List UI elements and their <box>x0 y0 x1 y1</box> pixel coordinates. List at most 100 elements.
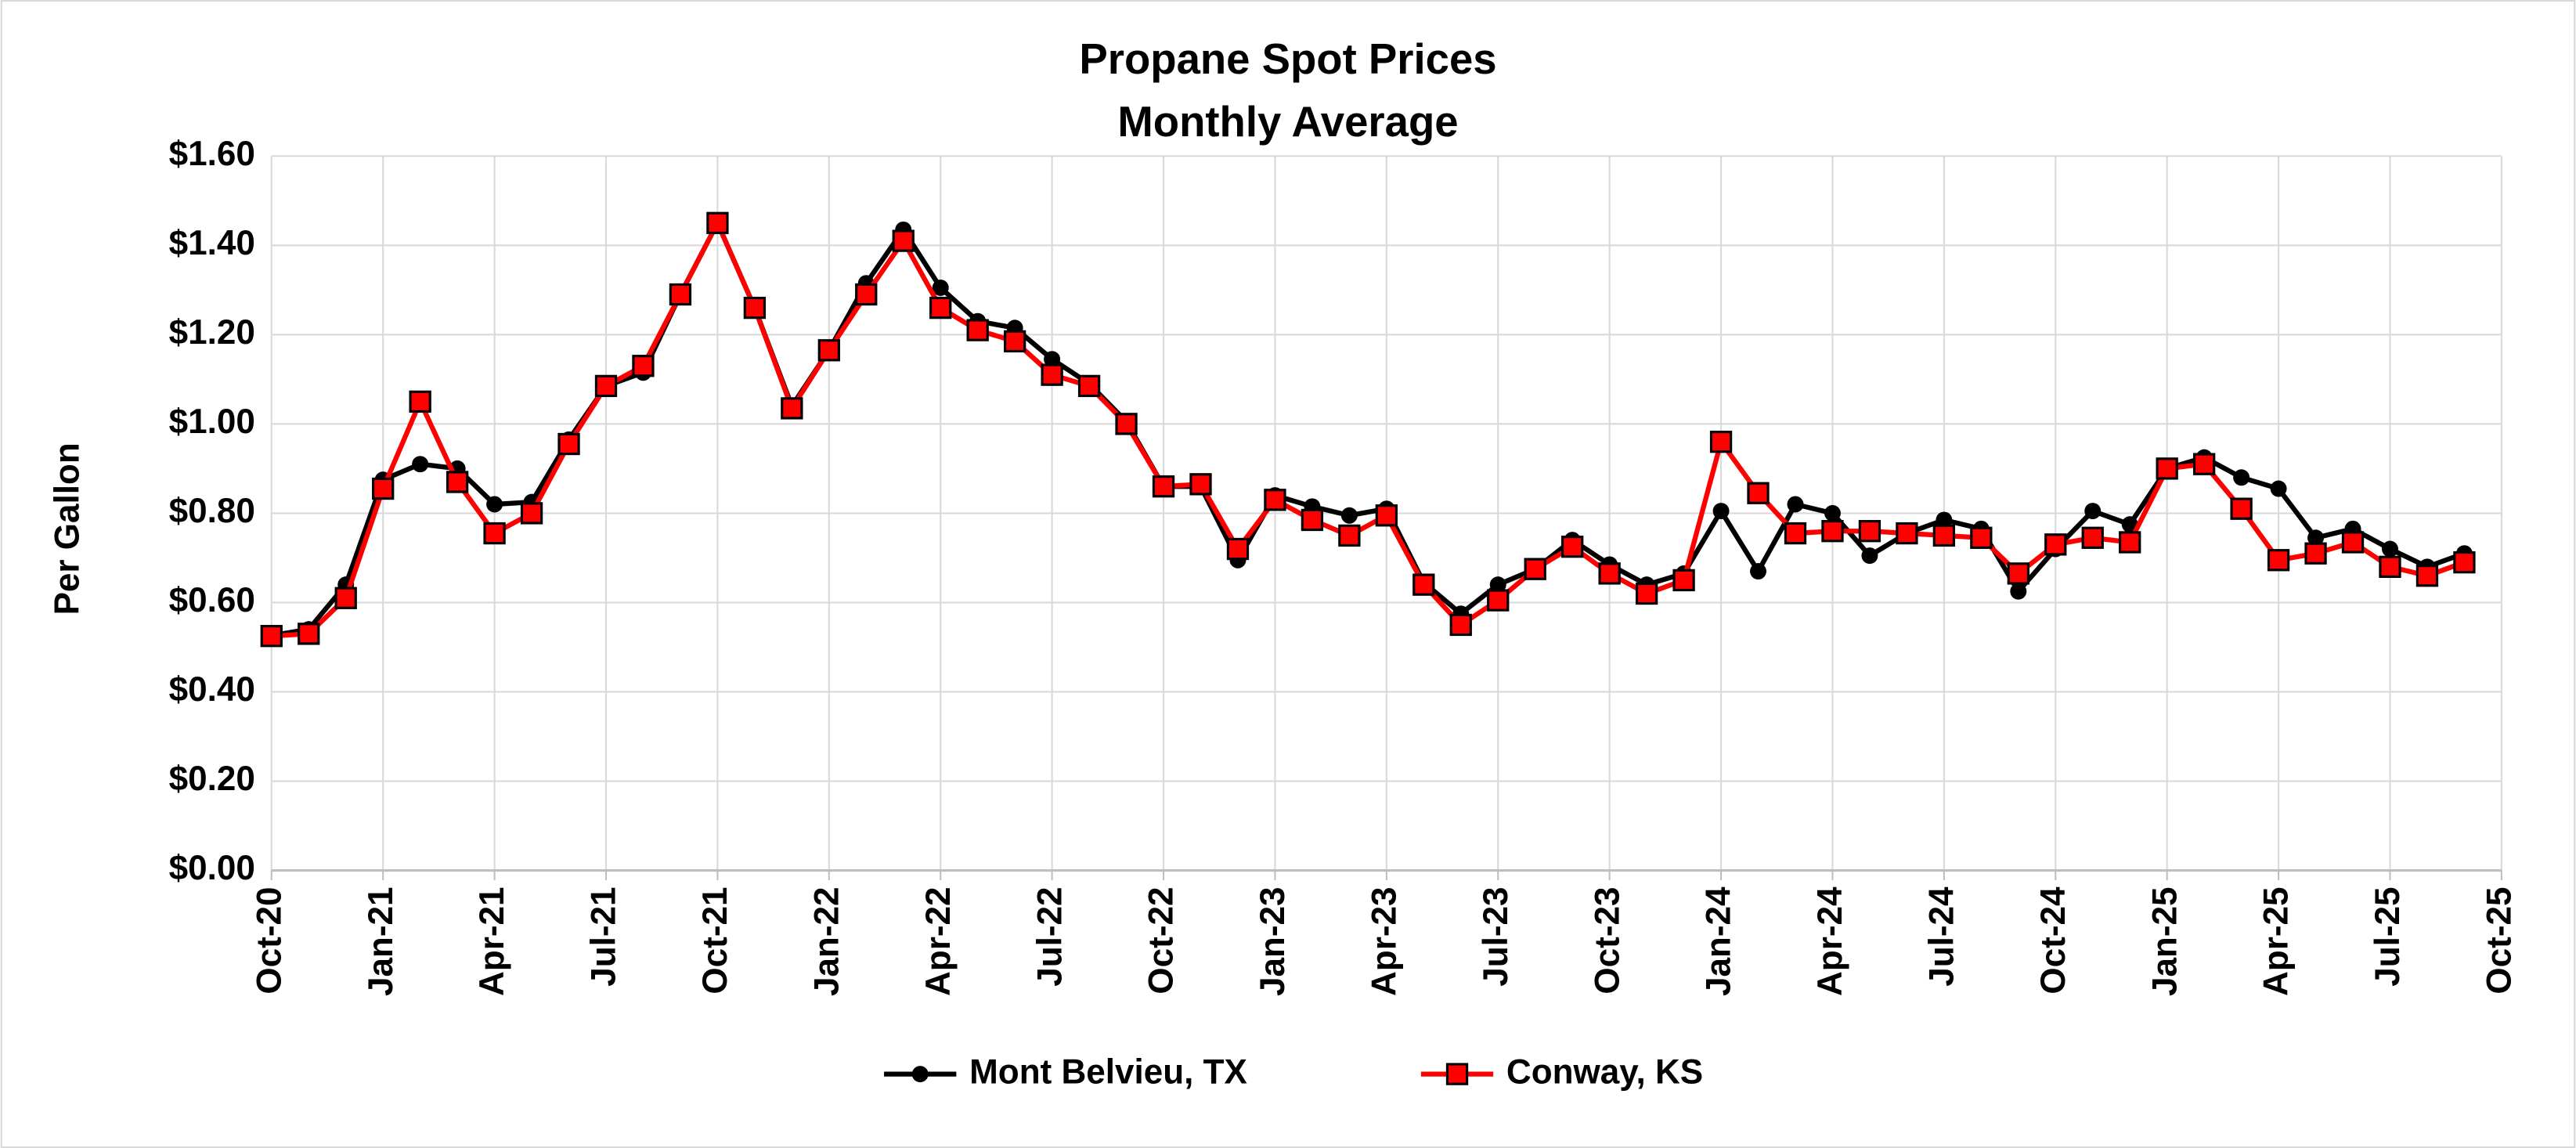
x-tick-label: Apr-23 <box>1365 887 1403 996</box>
point <box>1189 473 1212 496</box>
point <box>1489 576 1506 594</box>
point <box>483 522 506 545</box>
point <box>1784 522 1807 545</box>
point <box>1226 537 1250 561</box>
point <box>2307 529 2325 547</box>
point <box>1635 582 1658 605</box>
point <box>1375 504 1398 527</box>
point <box>1821 520 1844 543</box>
point <box>1712 503 1730 520</box>
y-tick-label: $1.40 <box>169 224 255 262</box>
point <box>2415 565 2439 587</box>
point <box>2156 457 2178 480</box>
y-tick-label: $0.60 <box>169 581 255 619</box>
point <box>2121 516 2138 533</box>
x-tick-label: Jul-24 <box>1923 886 1961 987</box>
legend-label: Mont Belvieu, TX <box>969 1052 1247 1091</box>
legend-marker <box>911 1066 929 1083</box>
y-tick-label: $0.00 <box>169 849 255 887</box>
point <box>1896 522 1918 545</box>
y-axis-label: Per Gallon <box>48 442 86 615</box>
point <box>2453 551 2476 574</box>
legend-label: Conway, KS <box>1506 1052 1703 1091</box>
y-tick-label: $1.60 <box>169 135 255 173</box>
point <box>2119 531 2141 554</box>
point <box>1598 562 1621 585</box>
point <box>1672 569 1695 592</box>
point <box>1152 475 1175 498</box>
point <box>1003 330 1026 353</box>
point <box>2044 533 2067 556</box>
point <box>706 211 729 234</box>
point <box>1787 496 1804 513</box>
point <box>929 296 952 319</box>
point <box>892 229 915 252</box>
x-tick-label: Jan-22 <box>807 887 846 997</box>
point <box>1412 573 1435 596</box>
point <box>1750 563 1767 580</box>
point <box>1044 351 1061 368</box>
point <box>1487 589 1510 612</box>
point <box>743 296 767 319</box>
point <box>372 477 395 500</box>
y-tick-label: $1.00 <box>169 403 255 441</box>
point <box>594 374 618 398</box>
point <box>2341 531 2365 554</box>
x-tick-label: Jul-22 <box>1030 887 1069 987</box>
point <box>781 397 803 420</box>
point <box>2267 549 2290 572</box>
point <box>1524 558 1546 580</box>
chart-title: Propane Spot Prices <box>1079 35 1496 83</box>
point <box>2304 542 2327 565</box>
point <box>1824 504 1841 522</box>
y-tick-label: $1.20 <box>169 313 255 352</box>
point <box>932 279 949 296</box>
point <box>1340 507 1358 524</box>
point <box>1970 526 1993 549</box>
x-tick-label: Oct-20 <box>250 887 288 995</box>
point <box>2381 540 2398 558</box>
x-tick-label: Jan-23 <box>1254 887 1292 997</box>
point <box>2007 562 2029 585</box>
point <box>1301 508 1324 532</box>
x-tick-label: Apr-25 <box>2257 887 2296 996</box>
x-tick-label: Jul-25 <box>2369 887 2407 987</box>
point <box>2081 526 2104 549</box>
point <box>669 283 692 306</box>
chart-subtitle: Monthly Average <box>1117 98 1458 146</box>
point <box>1747 482 1770 504</box>
x-tick-label: Apr-22 <box>919 887 958 996</box>
point <box>1041 363 1063 386</box>
y-tick-label: $0.80 <box>169 492 255 530</box>
x-tick-label: Oct-25 <box>2480 887 2519 995</box>
x-tick-label: Jan-24 <box>1700 886 1738 996</box>
point <box>446 471 469 493</box>
point <box>520 502 543 525</box>
point <box>1709 431 1733 453</box>
point <box>2010 583 2027 600</box>
point <box>2084 503 2102 520</box>
point <box>855 283 878 306</box>
x-tick-label: Oct-22 <box>1142 887 1181 995</box>
point <box>1858 520 1881 543</box>
point <box>1936 511 1953 529</box>
x-tick-label: Apr-21 <box>473 887 511 996</box>
x-tick-label: Jan-21 <box>362 887 400 997</box>
x-tick-label: Jan-25 <box>2145 887 2184 997</box>
point <box>298 623 320 645</box>
point <box>2192 453 2216 475</box>
x-tick-label: Oct-21 <box>696 887 734 995</box>
legend-marker <box>1445 1063 1469 1085</box>
point <box>1115 413 1138 435</box>
point <box>1932 524 1956 547</box>
point <box>1077 374 1101 398</box>
point <box>1449 613 1472 637</box>
point <box>1561 536 1584 558</box>
point <box>1264 489 1286 511</box>
x-tick-label: Jul-21 <box>585 887 623 987</box>
point <box>2270 480 2287 497</box>
y-tick-label: $0.40 <box>169 670 255 709</box>
point <box>260 625 283 648</box>
